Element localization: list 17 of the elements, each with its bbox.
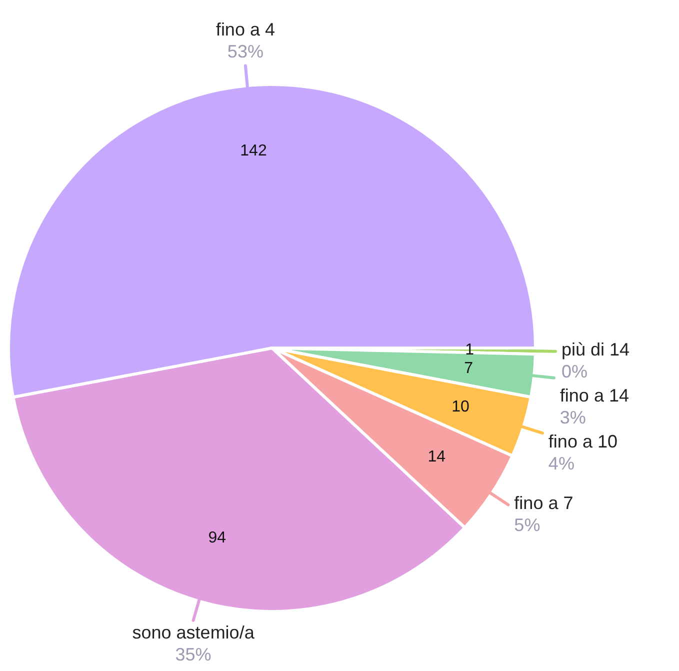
text: 0% [561, 361, 588, 382]
data-label: 7 [464, 360, 474, 378]
text: 4% [548, 453, 574, 474]
slice-label: fino a 10 [548, 431, 618, 452]
slice-label: fino a 14 [560, 385, 629, 406]
text: 3% [560, 407, 586, 428]
text: 5% [514, 514, 540, 535]
data-label: 10 [452, 398, 470, 416]
slice-label: sono astemio/a [132, 622, 256, 642]
text: 35% [175, 644, 212, 664]
slice-label: fino a 4 [216, 20, 275, 40]
data-label: 14 [428, 448, 446, 466]
text: 53% [227, 42, 264, 62]
slice-label: fino a 7 [514, 492, 574, 513]
data-label: 94 [208, 529, 226, 546]
slice-label: più di 14 [561, 339, 630, 360]
data-label: 142 [240, 142, 267, 160]
